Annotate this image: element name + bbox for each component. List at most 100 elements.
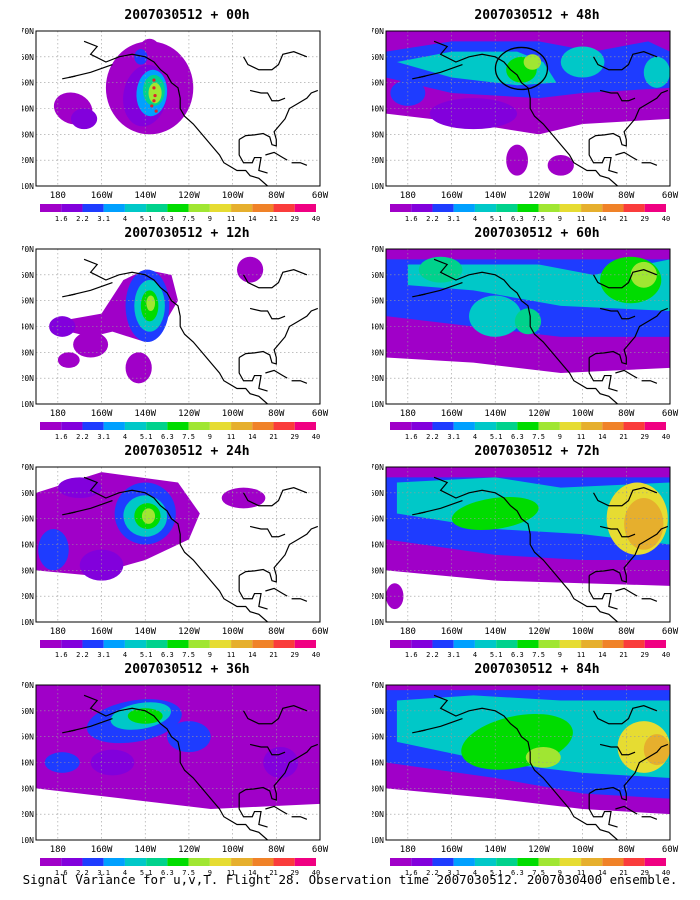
colorbar-swatch xyxy=(517,204,539,212)
colorbar-swatch xyxy=(294,858,316,866)
lon-label: 180 xyxy=(50,191,66,201)
colorbar-swatch xyxy=(167,204,189,212)
colorbar-label: 9 xyxy=(208,869,212,877)
lon-label: 160W xyxy=(441,627,463,637)
colorbar-swatch xyxy=(103,858,125,866)
panel-title: 2007030512 + 24h xyxy=(124,444,250,459)
observation-point xyxy=(152,78,156,82)
colorbar: 1.6 2.2 3.1 4 5.1 6.3 7.5 9 11 14 21 29 40 xyxy=(390,204,670,223)
colorbar-swatch xyxy=(644,204,666,212)
colorbar-label: 1.6 xyxy=(55,869,68,877)
lat-label: 20N xyxy=(22,810,34,819)
colorbar: 1.6 2.2 3.1 4 5.1 6.3 7.5 9 11 14 21 29 40 xyxy=(390,858,670,877)
lon-label: 60W xyxy=(662,845,679,855)
map-panel-p60: 2007030512 + 60h 70N 60N 50N 40N 30N 20N 10N 180… xyxy=(372,226,700,441)
colorbar-label: 40 xyxy=(662,215,670,223)
colorbar-swatch xyxy=(496,204,518,212)
colorbar-swatch xyxy=(209,640,232,648)
colorbar-label: 3.1 xyxy=(447,651,460,659)
observation-point xyxy=(153,93,157,98)
colorbar-label: 1.6 xyxy=(405,215,418,223)
lon-label: 180 xyxy=(400,845,416,855)
colorbar-label: 7.5 xyxy=(182,215,195,223)
colorbar-label: 1.6 xyxy=(55,215,68,223)
lon-label: 80W xyxy=(268,627,285,637)
colorbar-swatch xyxy=(602,204,624,212)
lon-label: 60W xyxy=(312,627,329,637)
colorbar-swatch xyxy=(124,640,147,648)
colorbar-label: 1.6 xyxy=(55,433,68,441)
colorbar-swatch xyxy=(209,422,232,430)
map-canvas: 70N 60N 50N 40N 30N 20N 10N 180 160W 140W 120W 100W… xyxy=(372,27,679,223)
colorbar-label: 40 xyxy=(312,869,320,877)
colorbar-swatch xyxy=(432,422,454,430)
colorbar-label: 6.3 xyxy=(511,869,524,877)
colorbar-label: 6.3 xyxy=(161,433,174,441)
lat-label: 70N xyxy=(372,245,384,254)
grid-lines xyxy=(386,685,670,840)
lon-label: 160W xyxy=(91,191,113,201)
colorbar: 1.6 2.2 3.1 4 5.1 6.3 7.5 9 11 14 21 29 40 xyxy=(390,640,670,659)
lon-label: 100W xyxy=(222,627,244,637)
grid-lines xyxy=(36,685,320,840)
map-panel-p36: 2007030512 + 36h 70N 60N 50N 40N 30N 20N 10N 180… xyxy=(22,662,352,877)
colorbar-label: 11 xyxy=(227,869,235,877)
map-frame xyxy=(385,30,671,187)
colorbar-label: 14 xyxy=(598,651,606,659)
lon-label: 180 xyxy=(50,627,66,637)
colorbar-swatch xyxy=(411,640,433,648)
colorbar-swatch xyxy=(538,204,560,212)
lat-label: 30N xyxy=(372,348,384,357)
lat-label: 30N xyxy=(22,348,34,357)
colorbar-swatch xyxy=(209,204,232,212)
colorbar-label: 1.6 xyxy=(55,651,68,659)
map-panel-p72: 2007030512 + 72h 70N 60N 50N 40N 30N 20N 10N 180… xyxy=(372,444,700,659)
colorbar-swatch xyxy=(390,422,412,430)
colorbar-swatch xyxy=(252,422,274,430)
colorbar-swatch xyxy=(82,858,104,866)
colorbar-swatch xyxy=(453,858,475,866)
colorbar-label: 40 xyxy=(312,215,320,223)
colorbar-swatch xyxy=(411,204,433,212)
lat-label: 40N xyxy=(22,105,34,114)
lat-label: 50N xyxy=(372,733,384,742)
lon-label: 180 xyxy=(50,409,66,419)
lat-label: 50N xyxy=(22,297,34,306)
colorbar-label: 21 xyxy=(619,651,627,659)
colorbar-swatch xyxy=(474,640,497,648)
colorbar-label: 21 xyxy=(619,433,627,441)
colorbar-swatch xyxy=(124,858,147,866)
colorbar-swatch xyxy=(644,640,666,648)
colorbar-label: 3.1 xyxy=(447,215,460,223)
lon-label: 100W xyxy=(222,191,244,201)
colorbar-swatch xyxy=(517,640,539,648)
colorbar-swatch xyxy=(294,422,316,430)
colorbar-swatch xyxy=(432,204,454,212)
map-frame xyxy=(35,466,321,623)
lat-label: 10N xyxy=(372,182,384,191)
lat-label: 70N xyxy=(22,245,34,254)
colorbar: 1.6 2.2 3.1 4 5.1 6.3 7.5 9 11 14 21 29 40 xyxy=(40,422,320,441)
lon-label: 140W xyxy=(484,845,506,855)
colorbar-swatch xyxy=(40,204,62,212)
lon-label: 80W xyxy=(268,191,285,201)
colorbar-label: 14 xyxy=(248,651,256,659)
colorbar-swatch xyxy=(559,640,582,648)
lon-label: 100W xyxy=(222,409,244,419)
colorbar-swatch xyxy=(496,858,518,866)
map-panel-p00: 2007030512 + 00h 70N 60N 50N 40N 30N 20N 10N 180… xyxy=(22,8,352,223)
colorbar-label: 29 xyxy=(291,215,299,223)
colorbar-swatch xyxy=(474,204,497,212)
lon-label: 60W xyxy=(662,409,679,419)
colorbar-label: 9 xyxy=(208,651,212,659)
colorbar-label: 3.1 xyxy=(97,433,110,441)
lon-label: 120W xyxy=(178,845,200,855)
colorbar-swatch xyxy=(538,422,560,430)
grid-lines xyxy=(36,467,320,622)
lon-label: 120W xyxy=(528,845,550,855)
colorbar-label: 3.1 xyxy=(97,651,110,659)
colorbar-swatch xyxy=(231,640,253,648)
lon-label: 60W xyxy=(662,627,679,637)
colorbar-swatch xyxy=(644,422,666,430)
lat-label: 10N xyxy=(372,836,384,845)
